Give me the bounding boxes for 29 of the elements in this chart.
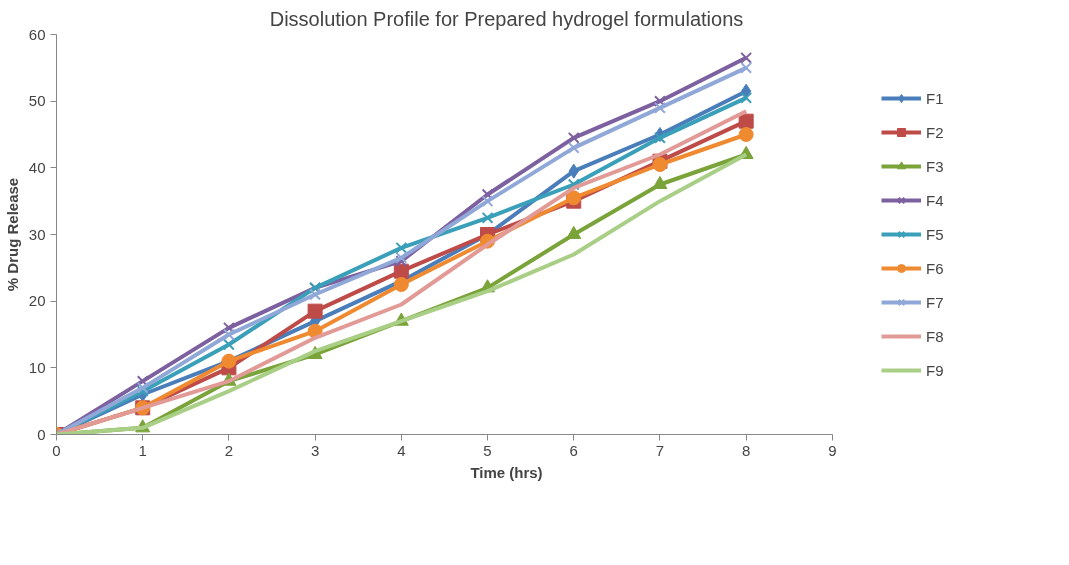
x-tick-label: 0 — [52, 441, 61, 459]
x-tick-label: 9 — [828, 441, 837, 459]
y-tick-label: 60 — [28, 25, 46, 43]
legend-label: F6 — [926, 259, 945, 277]
y-tick-label: 10 — [28, 358, 46, 376]
legend-label: F9 — [926, 361, 945, 379]
x-tick-label: 2 — [224, 441, 234, 459]
legend-label: F4 — [926, 191, 945, 209]
x-tick-label: 6 — [569, 441, 578, 459]
y-axis-title: % Drug Release — [3, 177, 21, 292]
y-tick-label: 40 — [28, 158, 46, 176]
x-tick-label: 8 — [741, 441, 751, 459]
y-tick-label: 0 — [37, 425, 46, 443]
legend-label: F5 — [926, 225, 945, 243]
legend-label: F8 — [926, 327, 945, 345]
x-tick-label: 5 — [483, 441, 492, 459]
y-tick-label: 20 — [28, 292, 46, 310]
x-tick-label: 7 — [655, 441, 665, 459]
legend-label: F7 — [926, 293, 945, 311]
y-tick-label: 30 — [28, 225, 46, 243]
x-tick-label: 1 — [138, 441, 147, 459]
legend-label: F1 — [926, 89, 945, 107]
chart-title: Dissolution Profile for Prepared hydrogel formulations — [269, 7, 744, 30]
x-tick-label: 3 — [310, 441, 320, 459]
y-tick-label: 50 — [28, 92, 46, 110]
x-tick-label: 4 — [397, 441, 406, 459]
x-axis-title: Time (hrs) — [470, 463, 543, 481]
legend-label: F3 — [926, 157, 945, 175]
legend-label: F2 — [926, 123, 945, 141]
